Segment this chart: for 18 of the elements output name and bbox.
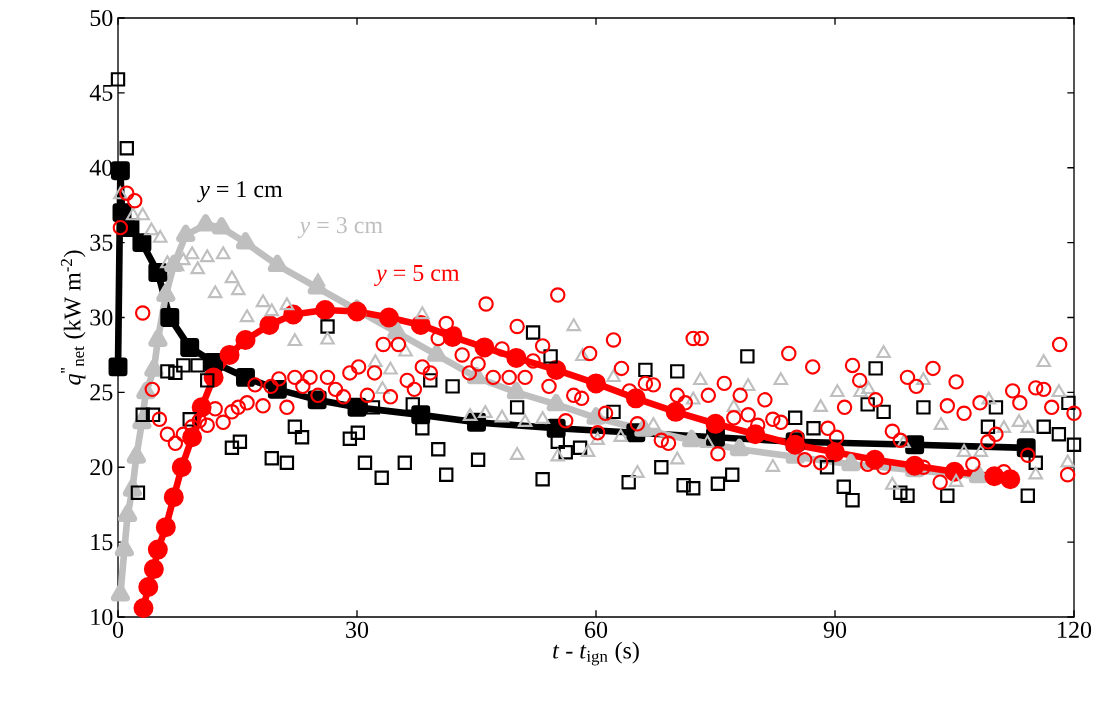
y-tick-label: 20 (90, 459, 113, 476)
y-tick-label: 50 (90, 9, 113, 27)
x-axis-title: t - t$_{ign}$ (s) (553, 641, 639, 666)
y-tick-label: 35 (90, 234, 113, 251)
x-tick-label: 120 (1058, 621, 1092, 638)
annotation: y = 5 cm (374, 265, 460, 287)
y-tick-label: 10 (91, 608, 113, 626)
x-tick-label: 0 (112, 621, 124, 638)
y-axis-title: q$^{''}$$_{net}$ (kW m$^{-2}$) (60, 250, 86, 385)
annotation: y = 3 cm (297, 217, 383, 239)
x-tick-label: 30 (346, 621, 369, 638)
y-tick-label: 45 (89, 84, 113, 101)
y-tick-label: 25 (90, 384, 113, 401)
y-tick-label: 30 (90, 309, 113, 326)
x-tick-label: 90 (823, 621, 847, 638)
y-tick-label: 15 (91, 534, 113, 551)
x-tick-label: 60 (585, 621, 608, 638)
annotation: y = 1 cm (197, 181, 283, 203)
